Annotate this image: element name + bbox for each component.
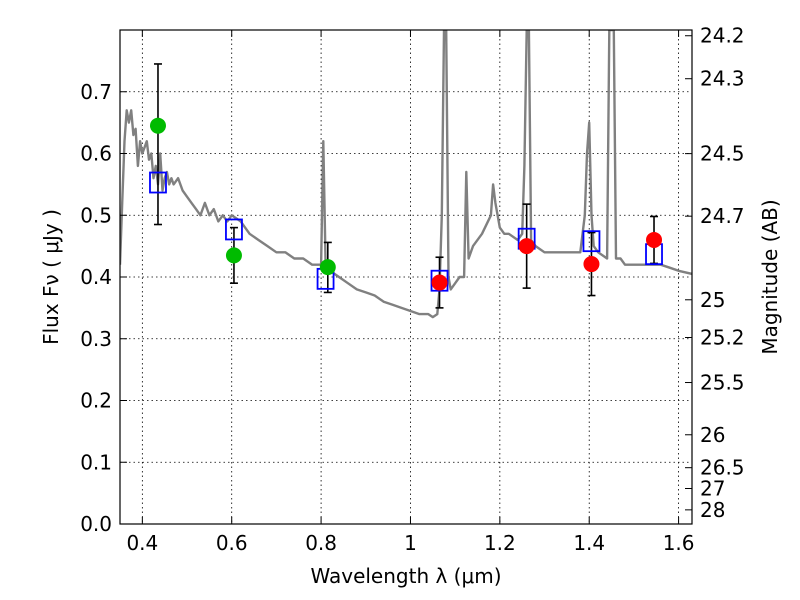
x-tick-label: 0.4 — [126, 531, 158, 555]
tick-layer — [120, 30, 692, 525]
marker-layer — [149, 117, 663, 292]
red-data-point — [431, 274, 448, 291]
gridlines — [120, 30, 692, 524]
x-tick-label: 1.4 — [573, 531, 605, 555]
model-square-marker — [430, 269, 449, 292]
y-tick-label: 0.1 — [80, 450, 112, 474]
right-tick-label: 24.3 — [700, 67, 745, 91]
red-data-point — [583, 256, 600, 273]
x-tick-label: 1.2 — [484, 531, 516, 555]
model-square-marker — [225, 218, 243, 241]
data-layer — [120, 30, 692, 319]
right-axis-title: Magnitude (AB) — [758, 199, 782, 354]
right-tick-label: 28 — [700, 498, 725, 522]
right-tick-label: 27 — [700, 476, 725, 500]
y-tick-label: 0.2 — [80, 389, 112, 413]
green-data-point — [149, 117, 166, 134]
right-tick-label: 25 — [700, 288, 725, 312]
right-tick-label: 24.5 — [700, 142, 745, 166]
spectrum-line — [120, 30, 692, 319]
x-axis-title: Wavelength λ (μm) — [310, 564, 501, 588]
right-tick-label: 24.2 — [700, 24, 745, 48]
x-tick-label: 1 — [404, 531, 417, 555]
tick-labels: 0.4 0.6 0.8 1 1.2 1.4 1.6 0.0 0.1 0.2 0.3 0.4 0.5 0.6… — [80, 24, 744, 555]
model-square-marker — [149, 171, 167, 194]
y-tick-label: 0.7 — [80, 80, 112, 104]
x-tick-label: 0.6 — [216, 531, 248, 555]
right-tick-label: 25.2 — [700, 326, 745, 350]
y-axis-title: Flux Fν ( μJy ) — [39, 209, 63, 345]
x-tick-label: 1.6 — [663, 531, 695, 555]
y-tick-label: 0.0 — [80, 512, 112, 536]
green-data-point — [225, 247, 242, 264]
red-data-point — [646, 231, 663, 248]
y-tick-label: 0.6 — [80, 142, 112, 166]
right-tick-label: 24.7 — [700, 204, 745, 228]
model-square-marker — [582, 230, 601, 253]
y-tick-label: 0.4 — [80, 265, 112, 289]
right-tick-label: 26 — [700, 423, 725, 447]
y-tick-label: 0.5 — [80, 203, 112, 227]
red-data-point — [518, 238, 535, 255]
green-data-point — [319, 259, 336, 276]
right-tick-label: 26.5 — [700, 456, 745, 480]
right-tick-label: 25.5 — [700, 371, 745, 395]
y-tick-label: 0.3 — [80, 327, 112, 351]
x-tick-label: 0.8 — [305, 531, 337, 555]
